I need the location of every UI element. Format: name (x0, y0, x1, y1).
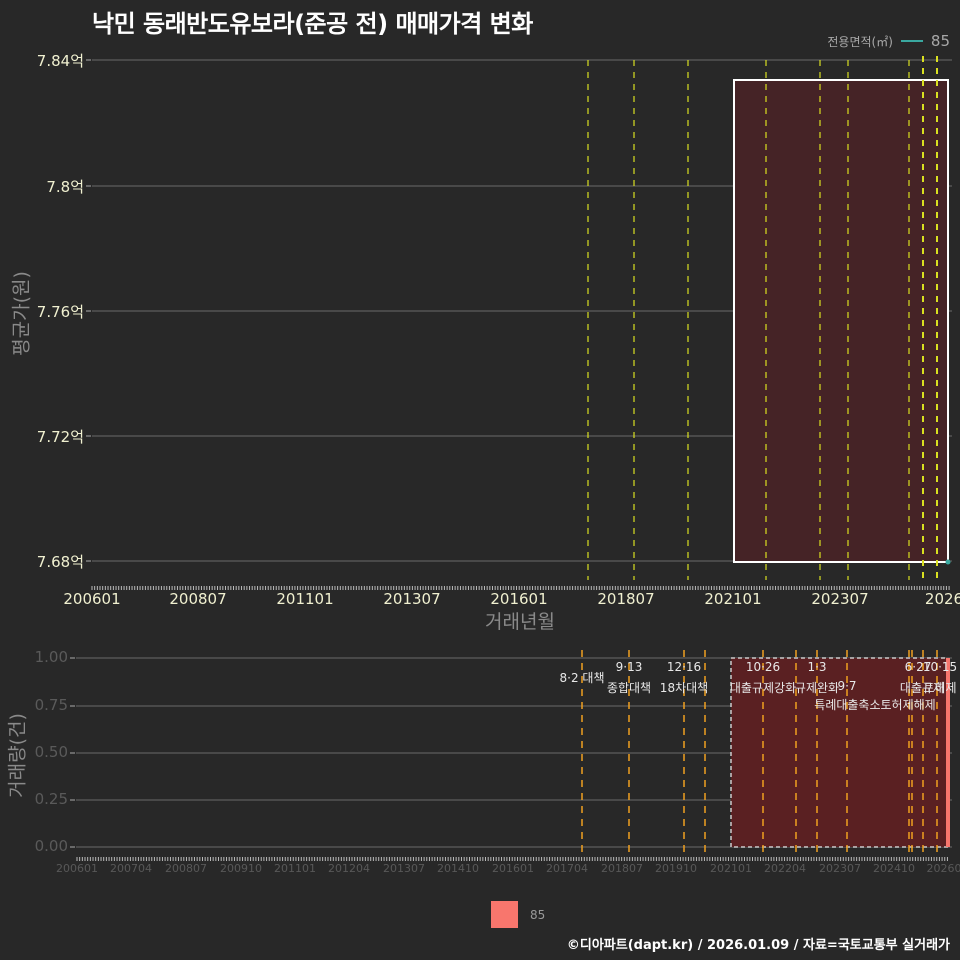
ytick-label: 7.72억 (36, 428, 84, 446)
ann-label: 10·15 (922, 660, 958, 674)
xtick2-label: 201101 (274, 862, 316, 875)
legend-bottom-label: 85 (530, 907, 546, 922)
legend-swatch-icon (491, 901, 518, 928)
top-yaxis-ticks (86, 59, 91, 562)
xtick-label: 200807 (169, 590, 227, 608)
xtick2-label: 200704 (110, 862, 152, 875)
chart-title: 낙민 동래반도유보라(준공 전) 매매가격 변화 (92, 10, 533, 38)
ytick-label: 7.8억 (46, 178, 84, 196)
ytick2-label: 1.00 (34, 648, 68, 666)
xtick-label: 2026 (924, 590, 960, 608)
ytick-label: 7.84억 (36, 52, 84, 70)
xtick2-label: 200910 (220, 862, 262, 875)
legend-top: 전용면적(㎡) 85 (827, 32, 950, 50)
xtick2-label: 201601 (492, 862, 534, 875)
xtick2-label: 200601 (56, 862, 98, 875)
ytick2-label: 0.75 (34, 696, 68, 714)
legend-series-label: 85 (930, 32, 950, 50)
ann-label: 8·2 대책 (559, 671, 605, 685)
legend-line-icon (900, 40, 923, 42)
xtick-label: 202101 (704, 590, 762, 608)
bottom-xaxis-minor-ticks (76, 857, 948, 861)
top-xaxis-minor-ticks (91, 586, 950, 590)
ann-label: 토허제 (923, 681, 957, 695)
xtick2-label: 202410 (873, 862, 915, 875)
xtick2-label: 20260 (926, 862, 960, 875)
xtick-label: 201101 (276, 590, 334, 608)
xtick-label: 201601 (490, 590, 548, 608)
xtick2-label: 201704 (546, 862, 588, 875)
ytick-label: 7.76억 (36, 303, 84, 321)
xtick2-label: 201410 (437, 862, 479, 875)
xtick-label: 201807 (597, 590, 655, 608)
top-highlight-box (733, 79, 949, 563)
ann-label: 대출규제 (899, 681, 945, 695)
ytick2-label: 0.25 (34, 790, 68, 808)
ann-label: 12·16 (666, 660, 702, 674)
bar-85 (946, 658, 950, 847)
legend-bottom: 85 (491, 901, 545, 928)
data-point-85 (945, 559, 951, 565)
ann-label: 종합대책 (606, 681, 652, 695)
ann-label: 9·7 (837, 679, 857, 693)
xtick-label: 201307 (383, 590, 441, 608)
footer-credit: ©디아파트(dapt.kr) / 2026.01.09 / 자료=국토교통부 실… (566, 938, 950, 953)
xtick2-label: 201807 (601, 862, 643, 875)
xtick2-label: 201204 (328, 862, 370, 875)
legend-title: 전용면적(㎡) (827, 34, 893, 49)
top-xlabel: 거래년월 (485, 611, 555, 633)
ann-label: 18차대책 (659, 681, 709, 695)
xtick2-label: 202307 (819, 862, 861, 875)
ann-label: 대출규제강화 (729, 681, 797, 695)
ann-label: 규제완화 (794, 681, 840, 695)
ytick2-label: 0.50 (34, 743, 68, 761)
ytick2-label: 0.00 (34, 837, 68, 855)
ann-label: 6·27 (904, 660, 932, 674)
xtick2-label: 202101 (710, 862, 752, 875)
xtick-label: 200601 (63, 590, 121, 608)
top-policy-lines (587, 60, 910, 580)
ann-label: 1·3 (807, 660, 827, 674)
bottom-ylabel: 거래량(건) (6, 713, 29, 798)
xtick2-label: 201307 (383, 862, 425, 875)
xtick-label: 202307 (811, 590, 869, 608)
ann-label: 특례대출축소토허제해제 (814, 698, 936, 712)
ann-label: 9·13 (615, 660, 643, 674)
top-ylabel: 평균가(원) (10, 271, 33, 356)
bottom-policy-lines (581, 650, 938, 858)
ann-label: 10·26 (745, 660, 781, 674)
xtick2-label: 202204 (764, 862, 806, 875)
xtick2-label: 201910 (655, 862, 697, 875)
ytick-label: 7.68억 (36, 553, 84, 571)
xtick2-label: 200807 (165, 862, 207, 875)
